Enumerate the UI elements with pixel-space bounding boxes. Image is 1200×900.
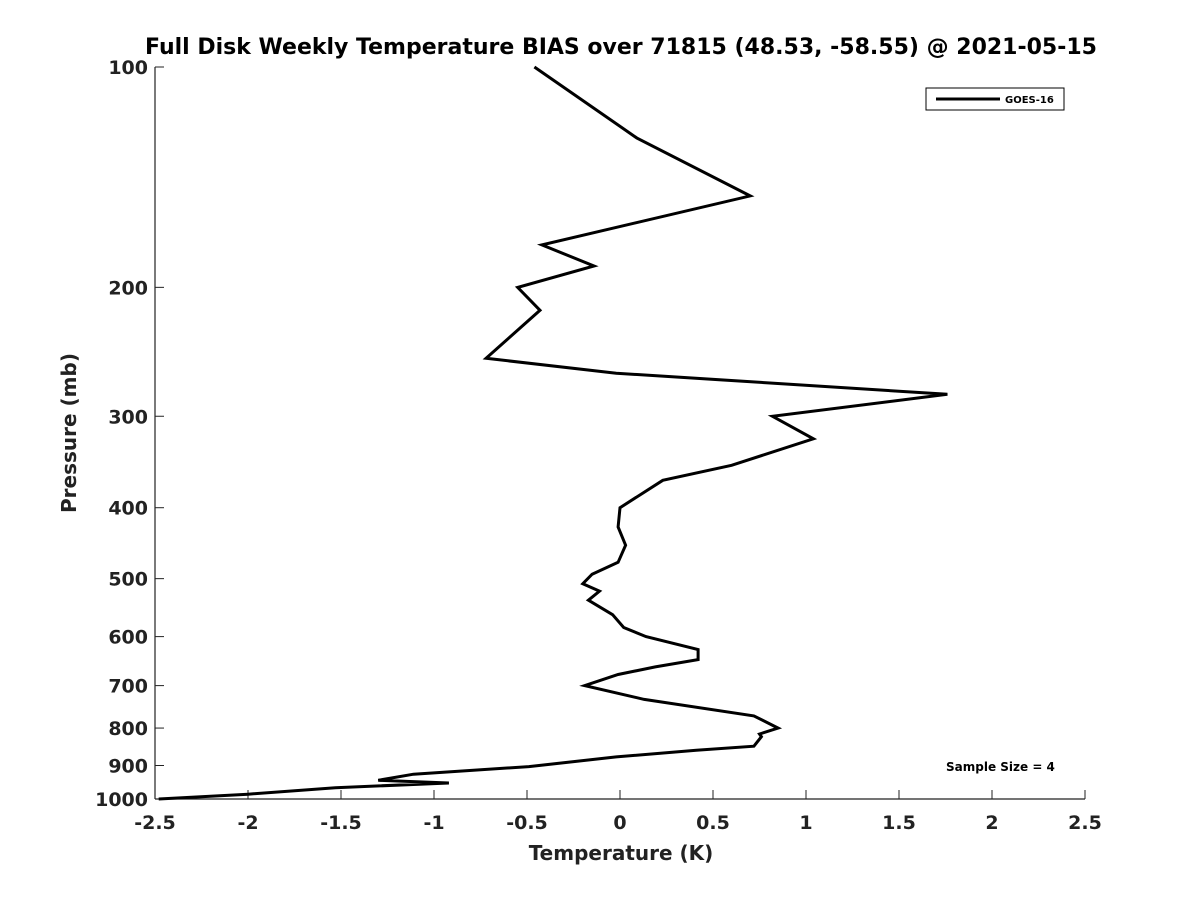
series-line-goes-16	[158, 65, 948, 801]
legend-label-goes-16: GOES-16	[1005, 95, 1054, 106]
x-axis-label: Temperature (K)	[529, 841, 714, 865]
axes	[154, 67, 1085, 800]
y-tick-label: 1000	[95, 789, 148, 811]
plot-area	[155, 67, 1085, 799]
x-tick-label: 0.5	[696, 812, 730, 834]
x-axis-ticks: -2.5 -2 -1.5 -1 -0.5 0 0.5 1 1.5 2 2.5	[134, 790, 1102, 834]
x-tick-label: 1	[799, 812, 812, 834]
x-tick-label: 2.5	[1068, 812, 1102, 834]
y-tick-label: 100	[108, 57, 148, 79]
x-tick-label: 2	[985, 812, 998, 834]
legend: GOES-16	[925, 87, 1065, 111]
series-layer	[158, 65, 948, 801]
chart-title: Full Disk Weekly Temperature BIAS over 7…	[145, 35, 1097, 60]
x-tick-label: -1	[423, 812, 444, 834]
x-tick-label: -2.5	[134, 812, 176, 834]
x-tick-label: 0	[613, 812, 626, 834]
y-tick-label: 800	[108, 718, 148, 740]
x-tick-label: -1.5	[320, 812, 362, 834]
x-tick-label: -2	[237, 812, 258, 834]
sample-size-annotation: Sample Size = 4	[946, 760, 1055, 774]
y-tick-label: 200	[108, 277, 148, 299]
y-tick-label: 700	[108, 676, 148, 698]
y-tick-label: 900	[108, 756, 148, 778]
y-tick-label: 600	[108, 627, 148, 649]
x-tick-label: -0.5	[506, 812, 548, 834]
y-tick-label: 500	[108, 569, 148, 591]
y-axis-label: Pressure (mb)	[57, 353, 81, 513]
y-tick-label: 300	[108, 406, 148, 428]
y-axis-ticks: 100 200 300 400 500 600 700 800 900 1000	[95, 57, 164, 811]
y-tick-label: 400	[108, 498, 148, 520]
x-tick-label: 1.5	[882, 812, 916, 834]
